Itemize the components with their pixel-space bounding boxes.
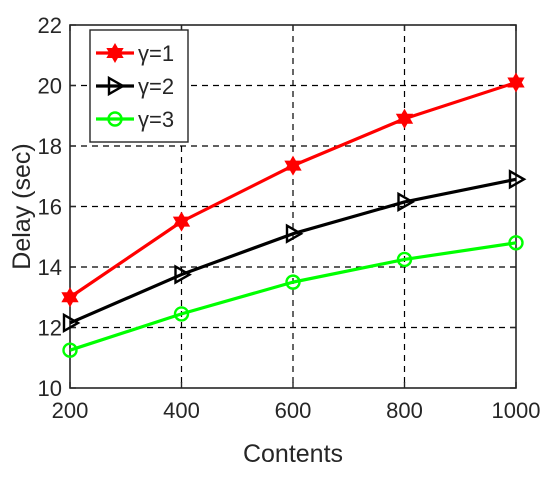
- data-point: [62, 342, 78, 358]
- y-tick-label: 20: [38, 74, 62, 99]
- y-tick-label: 14: [38, 255, 62, 280]
- x-tick-label: 600: [275, 398, 312, 423]
- x-tick-label: 1000: [492, 398, 541, 423]
- data-point: [397, 191, 415, 213]
- x-tick-label: 400: [163, 398, 200, 423]
- x-tick-label: 800: [386, 398, 423, 423]
- data-point: [508, 169, 527, 190]
- series-1: [61, 72, 525, 308]
- legend-item: γ=2: [96, 74, 174, 99]
- y-tick-label: 12: [38, 316, 62, 341]
- legend-marker: [107, 75, 126, 97]
- legend-marker: [107, 111, 123, 127]
- data-point: [174, 264, 192, 285]
- series-line: [69, 177, 517, 325]
- data-point: [285, 274, 301, 290]
- legend: γ=1 γ=2 γ=3: [89, 29, 189, 143]
- data-point: [61, 287, 79, 308]
- x-axis-label: Contents: [243, 440, 343, 468]
- legend-label: γ=2: [138, 74, 174, 99]
- data-point: [284, 155, 302, 176]
- data-point: [507, 72, 525, 93]
- data-point: [285, 223, 304, 244]
- data-point: [172, 211, 191, 232]
- y-tick-label: 16: [38, 195, 62, 220]
- series-2: [62, 169, 527, 334]
- y-tick-label: 22: [38, 13, 62, 38]
- data-point: [395, 108, 414, 129]
- legend-item: γ=1: [96, 41, 174, 66]
- legend-label: γ=1: [138, 41, 174, 66]
- legend-label: γ=3: [138, 107, 174, 132]
- data-point: [396, 251, 413, 268]
- y-tick-label: 18: [38, 134, 62, 159]
- y-axis-label: Delay (sec): [8, 143, 36, 269]
- data-point: [62, 312, 81, 334]
- series-3: [62, 235, 524, 358]
- data-point: [508, 235, 524, 251]
- data-point: [173, 306, 190, 322]
- legend-marker: [106, 43, 124, 63]
- legend-item: γ=3: [96, 107, 174, 132]
- y-tick-label: 10: [38, 376, 62, 401]
- x-tick-label: 200: [52, 398, 89, 423]
- series-line: [69, 241, 517, 352]
